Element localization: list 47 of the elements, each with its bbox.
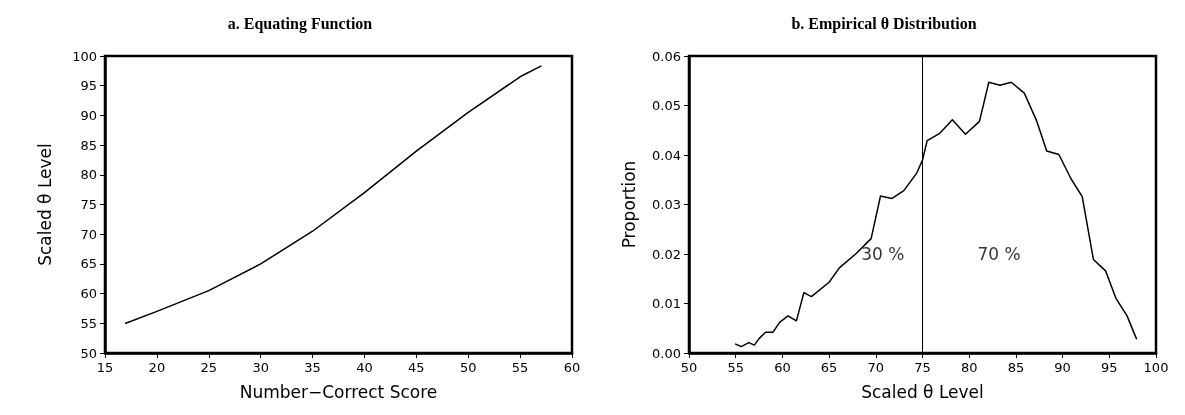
x-tick-label: 70	[867, 360, 885, 375]
x-tick-label: 40	[356, 360, 373, 375]
y-tick-label: 0.02	[652, 246, 681, 262]
x-tick-label: 55	[511, 360, 529, 375]
y-tick-label: 0.01	[652, 296, 681, 311]
y-axis-title: Scaled θ Level	[34, 143, 55, 266]
x-tick-label: 85	[1007, 360, 1025, 375]
y-tick-label: 60	[80, 286, 97, 302]
x-tick-label: 50	[680, 360, 698, 375]
y-tick-label: 65	[80, 256, 97, 272]
y-tick-label: 0.05	[652, 98, 681, 113]
chart-title: a. Equating Function	[227, 14, 373, 33]
x-tick-label: 75	[914, 360, 931, 375]
x-tick-label: 60	[563, 360, 581, 375]
x-tick-label: 35	[304, 360, 321, 375]
x-tick-label: 20	[148, 360, 166, 375]
x-tick-label: 95	[1101, 360, 1118, 375]
y-tick-label: 85	[80, 137, 97, 153]
x-tick-label: 90	[1054, 360, 1071, 375]
y-tick-label: 75	[80, 197, 97, 212]
y-tick-label: 0.06	[652, 48, 681, 64]
y-tick-label: 80	[80, 167, 97, 183]
x-axis-title: Scaled θ Level	[861, 381, 984, 402]
y-axis-title: Proportion	[618, 160, 639, 249]
annotation: 70 %	[977, 244, 1021, 264]
y-tick-label: 0.03	[652, 197, 681, 212]
y-tick-label: 55	[80, 315, 97, 331]
x-tick-label: 50	[459, 360, 477, 375]
annotation: 30 %	[861, 244, 905, 264]
x-tick-label: 30	[252, 360, 269, 375]
x-axis-title: Number−Correct Score	[239, 381, 438, 402]
y-tick-label: 90	[80, 107, 97, 123]
x-tick-label: 65	[820, 360, 838, 375]
x-tick-label: 60	[774, 360, 791, 375]
y-tick-label: 100	[72, 48, 97, 64]
x-tick-label: 45	[408, 360, 425, 375]
x-tick-label: 25	[200, 360, 218, 375]
x-tick-label: 100	[1143, 360, 1169, 375]
x-tick-label: 15	[96, 360, 114, 375]
y-tick-label: 95	[80, 78, 97, 94]
x-tick-label: 80	[960, 360, 978, 375]
x-tick-label: 55	[727, 360, 744, 375]
chart-title: b. Empirical θ Distribution	[791, 14, 977, 33]
y-tick-label: 50	[80, 345, 97, 361]
y-tick-label: 70	[80, 226, 97, 242]
y-tick-label: 0.04	[652, 147, 681, 163]
y-tick-label: 0.00	[652, 345, 681, 361]
